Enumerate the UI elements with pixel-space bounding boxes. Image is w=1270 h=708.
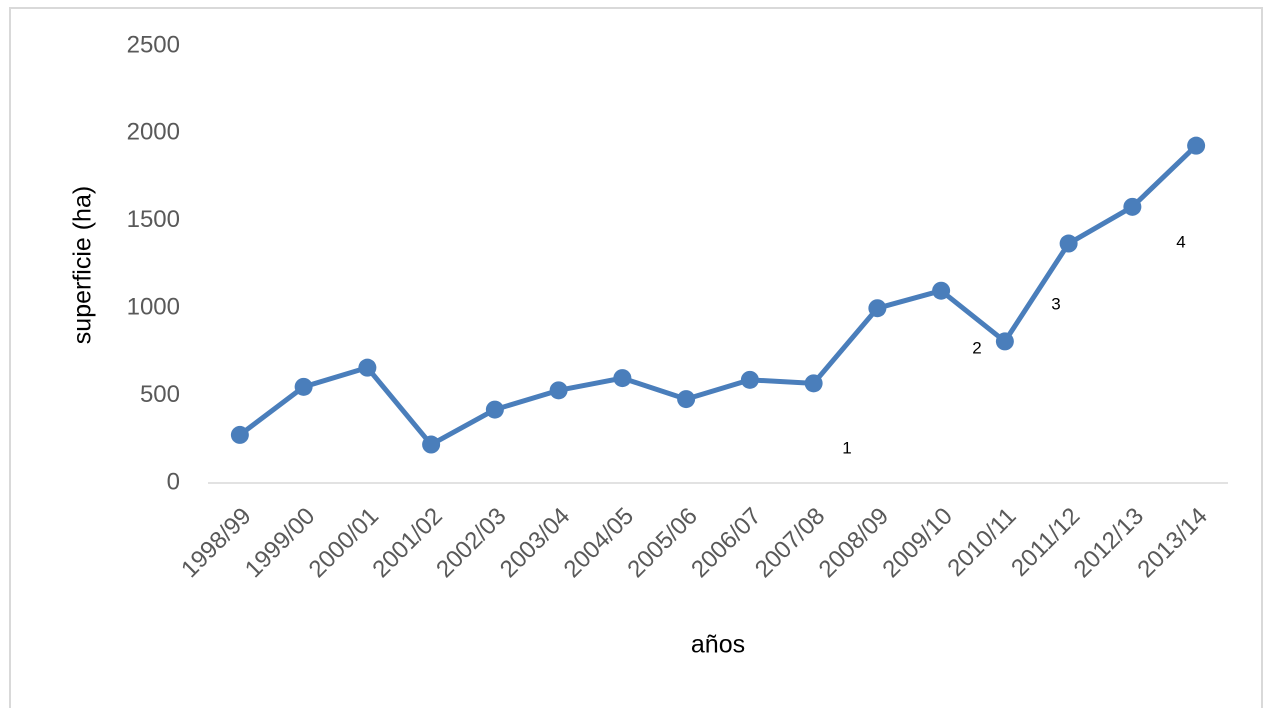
x-tick-label: 2013/14	[1132, 503, 1212, 583]
marker	[995, 332, 1014, 351]
marker	[1123, 197, 1142, 216]
marker	[740, 370, 759, 389]
x-tick-label: 2004/05	[559, 503, 639, 583]
marker	[1187, 136, 1206, 155]
x-tick-label: 2003/04	[495, 503, 575, 583]
y-tick-label: 0	[167, 468, 180, 495]
y-tick-label: 1500	[127, 206, 180, 233]
x-tick-label: 2006/07	[686, 503, 766, 583]
marker	[294, 377, 313, 396]
x-tick-label: 2007/08	[750, 503, 830, 583]
marker	[422, 435, 441, 454]
marker	[804, 374, 823, 393]
x-tick-label: 2001/02	[367, 503, 447, 583]
x-tick-label: 2005/06	[622, 503, 702, 583]
x-tick-label: 2002/03	[431, 503, 511, 583]
y-axis-title: superficie (ha)	[69, 186, 97, 344]
x-tick-label: 2012/13	[1069, 503, 1149, 583]
y-tick-label: 2500	[127, 31, 180, 58]
x-tick-label: 2000/01	[304, 503, 384, 583]
y-tick-label: 2000	[127, 119, 180, 146]
marker	[932, 281, 951, 300]
annotation: 4	[1176, 232, 1185, 251]
marker	[677, 390, 696, 409]
line	[238, 143, 1198, 448]
x-tick-label: 2008/09	[814, 503, 894, 583]
y-tick-label: 1000	[127, 294, 180, 321]
annotation: 2	[972, 338, 981, 357]
marker	[613, 369, 632, 388]
y-tick-label: 500	[140, 381, 180, 408]
x-tick-label: 2010/11	[942, 503, 1021, 582]
x-axis-title: años	[691, 631, 745, 659]
x-tick-label: 1998/99	[176, 503, 256, 583]
annotation: 1	[842, 438, 851, 457]
x-tick-label: 1999/00	[240, 503, 320, 583]
marker	[485, 400, 504, 419]
annotation: 3	[1051, 294, 1060, 313]
marker	[230, 425, 249, 444]
marker	[868, 299, 887, 318]
marker	[358, 358, 377, 377]
marker	[549, 381, 568, 400]
x-tick-label: 2009/10	[877, 503, 957, 583]
chart-border	[9, 7, 1263, 708]
marker	[1059, 234, 1078, 253]
